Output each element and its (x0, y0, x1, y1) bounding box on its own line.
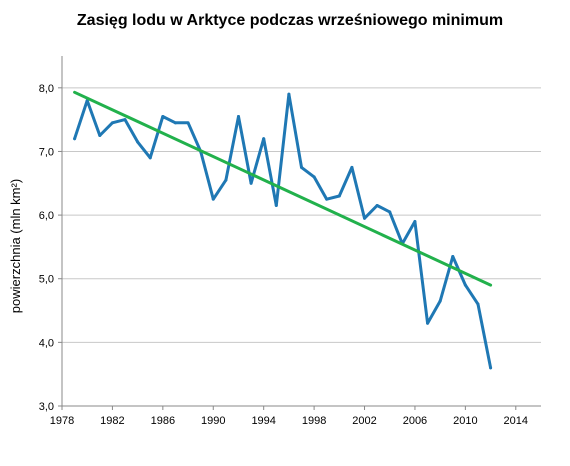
y-tick-label: 6,0 (39, 210, 54, 222)
data-point (73, 137, 77, 141)
data-point (224, 178, 228, 182)
data-point (161, 114, 165, 118)
x-tick-label: 1978 (50, 415, 74, 427)
data-point (249, 181, 253, 185)
tick-labels: 3,0 4,0 5,0 6,0 7,0 8,0 1978 1982 1986 1990 1994 19… (39, 83, 528, 427)
y-axis-label: powierzchnia (mln km²) (8, 179, 23, 313)
data-point (173, 121, 177, 125)
data-point (363, 216, 367, 220)
data-point (451, 254, 455, 258)
data-point (98, 134, 102, 138)
data-point (438, 299, 442, 303)
trend-line (73, 90, 493, 287)
data-point (186, 121, 190, 125)
x-tick-label: 2002 (352, 415, 376, 427)
y-tick-label: 5,0 (39, 274, 54, 286)
data-point (350, 165, 354, 169)
x-tick-label: 1986 (151, 415, 175, 427)
ice-extent-line (73, 92, 493, 370)
data-point (337, 194, 341, 198)
y-tick-label: 7,0 (39, 146, 54, 158)
y-tick-label: 8,0 (39, 83, 54, 95)
grid-lines (62, 87, 541, 343)
data-point (489, 366, 493, 370)
x-tick-label: 1998 (302, 415, 326, 427)
data-point (325, 197, 329, 201)
data-point (426, 321, 430, 325)
axes (58, 56, 541, 410)
data-point (123, 118, 127, 122)
x-tick-label: 2014 (504, 415, 528, 427)
chart-title: Zasięg lodu w Arktyce podczas wrześniowe… (77, 12, 503, 29)
x-tick-label: 2006 (403, 415, 427, 427)
data-point (110, 121, 114, 125)
y-tick-label: 3,0 (39, 401, 54, 413)
data-point (274, 204, 278, 208)
data-point (476, 302, 480, 306)
x-tick-label: 1994 (251, 415, 275, 427)
series-layer (73, 90, 493, 370)
data-point (211, 197, 215, 201)
data-point (312, 175, 316, 179)
y-tick-label: 4,0 (39, 337, 54, 349)
data-point (287, 92, 291, 96)
data-point (300, 165, 303, 169)
data-point (148, 156, 152, 160)
data-point (413, 219, 417, 223)
data-point (463, 283, 467, 287)
x-tick-label: 1990 (201, 415, 225, 427)
data-point (236, 114, 240, 118)
data-point (262, 137, 266, 141)
x-tick-label: 1982 (100, 415, 124, 427)
data-point (375, 204, 379, 208)
data-point (388, 210, 392, 214)
data-point (136, 140, 140, 144)
x-tick-label: 2010 (453, 415, 477, 427)
